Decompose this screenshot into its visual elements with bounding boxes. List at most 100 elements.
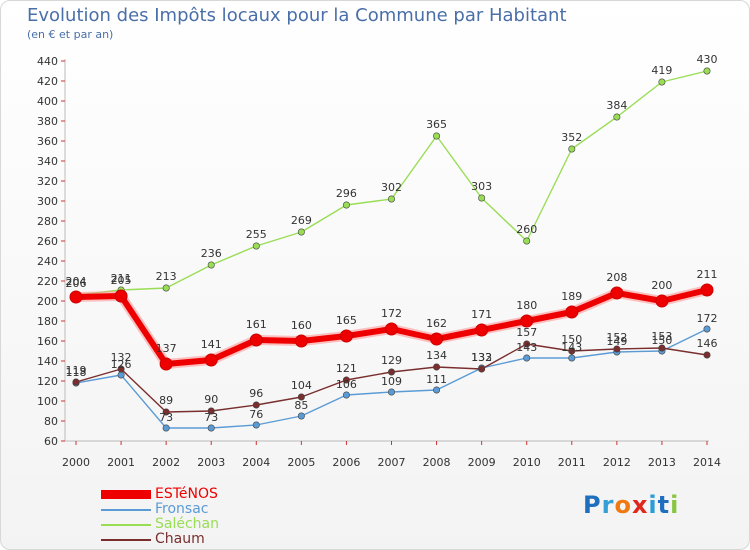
series-0-label-2: 137	[156, 342, 177, 355]
proxiti-logo: Proxiti	[583, 491, 679, 519]
series-0-point-11	[565, 305, 579, 319]
legend-label-2: Saléchan	[155, 516, 219, 532]
series-1-label-6: 106	[336, 378, 357, 391]
series-3-label-10: 157	[516, 326, 537, 339]
series-1-point-6	[342, 391, 350, 399]
x-tick-label-2: 2002	[152, 456, 180, 469]
series-3-point-11	[568, 347, 576, 355]
y-tick-label-15: 360	[37, 135, 58, 148]
series-1-point-3	[207, 424, 215, 432]
series-0-point-4	[249, 333, 263, 347]
logo-letter-1: r	[601, 491, 615, 519]
series-0-point-7	[385, 322, 398, 336]
series-1-label-11: 143	[561, 341, 582, 354]
series-2-label-6: 296	[336, 187, 357, 200]
legend-item-1[interactable]: Fronsac	[101, 501, 301, 517]
y-tick-label-2: 100	[37, 395, 58, 408]
series-1-label-2: 73	[159, 411, 173, 424]
series-0-label-11: 189	[561, 290, 582, 303]
x-tick-label-13: 2013	[648, 456, 676, 469]
series-1-label-1: 126	[111, 358, 132, 371]
series-0-point-9	[475, 323, 489, 337]
series-3-point-2	[162, 408, 170, 416]
series-3-point-14	[703, 351, 711, 359]
series-0-point-10	[520, 314, 534, 328]
series-3-label-6: 121	[336, 362, 357, 375]
legend-swatch-0	[101, 490, 151, 499]
series-3-point-10	[523, 340, 531, 348]
y-tick-label-3: 120	[37, 375, 58, 388]
series-3-label-9: 132	[471, 351, 492, 364]
series-2-point-3	[207, 261, 215, 269]
series-1-point-10	[523, 354, 531, 362]
y-tick-label-10: 260	[37, 235, 58, 248]
y-tick-label-5: 160	[37, 335, 58, 348]
series-2-point-4	[252, 242, 260, 250]
series-0-point-12	[610, 286, 624, 300]
series-0-point-3	[204, 353, 218, 367]
legend-item-3[interactable]: Chaum	[101, 531, 301, 547]
y-tick-label-4: 140	[37, 355, 58, 368]
series-1-point-8	[433, 386, 441, 394]
series-3-label-13: 153	[651, 330, 672, 343]
legend: ESTéNOS Fronsac Saléchan Chaum	[101, 486, 301, 547]
series-3-point-1	[117, 365, 125, 373]
series-2-point-7	[387, 195, 395, 203]
series-1-label-3: 73	[204, 411, 218, 424]
series-1-point-1	[117, 371, 125, 379]
series-3-point-5	[297, 393, 305, 401]
series-1-label-13: 150	[651, 334, 672, 347]
x-tick-label-10: 2010	[513, 456, 541, 469]
logo-letter-3: x	[631, 491, 649, 519]
y-tick-label-9: 240	[37, 255, 58, 268]
y-tick-label-11: 280	[37, 215, 58, 228]
series-2-point-6	[342, 201, 350, 209]
series-2-label-2: 213	[156, 270, 177, 283]
series-3-label-5: 104	[291, 379, 312, 392]
series-2-label-9: 303	[471, 180, 492, 193]
series-3-point-4	[252, 401, 260, 409]
series-3-point-3	[207, 407, 215, 415]
y-tick-label-13: 320	[37, 175, 58, 188]
x-tick-label-7: 2007	[378, 456, 406, 469]
series-0-point-0	[69, 290, 83, 304]
series-1-label-12: 149	[606, 335, 627, 348]
series-2-label-3: 236	[201, 247, 222, 260]
series-0-point-2	[159, 357, 173, 371]
y-tick-label-14: 340	[37, 155, 58, 168]
series-0-label-0: 204	[66, 275, 87, 288]
series-2-point-11	[568, 145, 576, 153]
series-3-point-7	[387, 368, 395, 376]
series-2-point-9	[478, 194, 486, 202]
x-tick-label-12: 2012	[603, 456, 631, 469]
series-3-point-12	[613, 345, 621, 353]
series-1-label-0: 118	[66, 366, 87, 379]
series-0-label-14: 211	[697, 268, 718, 281]
series-0-label-10: 180	[516, 299, 537, 312]
logo-letter-5: t	[657, 491, 671, 519]
series-0-label-1: 205	[111, 274, 132, 287]
series-2-label-7: 302	[381, 181, 402, 194]
legend-item-0[interactable]: ESTéNOS	[101, 486, 301, 502]
series-0-point-6	[339, 329, 353, 343]
x-tick-label-4: 2004	[242, 456, 270, 469]
legend-swatch-2	[101, 524, 151, 526]
legend-swatch-3	[101, 539, 151, 541]
series-3-label-2: 89	[159, 394, 173, 407]
x-tick-label-11: 2011	[558, 456, 586, 469]
x-tick-label-5: 2005	[287, 456, 315, 469]
series-0-label-4: 161	[246, 318, 267, 331]
logo-letter-2: o	[614, 491, 632, 519]
series-3-label-14: 146	[697, 337, 718, 350]
legend-item-2[interactable]: Saléchan	[101, 516, 301, 532]
x-tick-label-14: 2014	[693, 456, 721, 469]
series-3-point-9	[478, 365, 486, 373]
logo-letter-0: P	[583, 491, 602, 519]
y-tick-label-0: 60	[44, 435, 58, 448]
series-3-label-12: 152	[606, 331, 627, 344]
y-tick-label-7: 200	[37, 295, 58, 308]
series-0-point-13	[655, 294, 669, 308]
series-2-label-0: 206	[66, 277, 87, 290]
series-1-label-10: 143	[516, 341, 537, 354]
x-tick-label-3: 2003	[197, 456, 225, 469]
